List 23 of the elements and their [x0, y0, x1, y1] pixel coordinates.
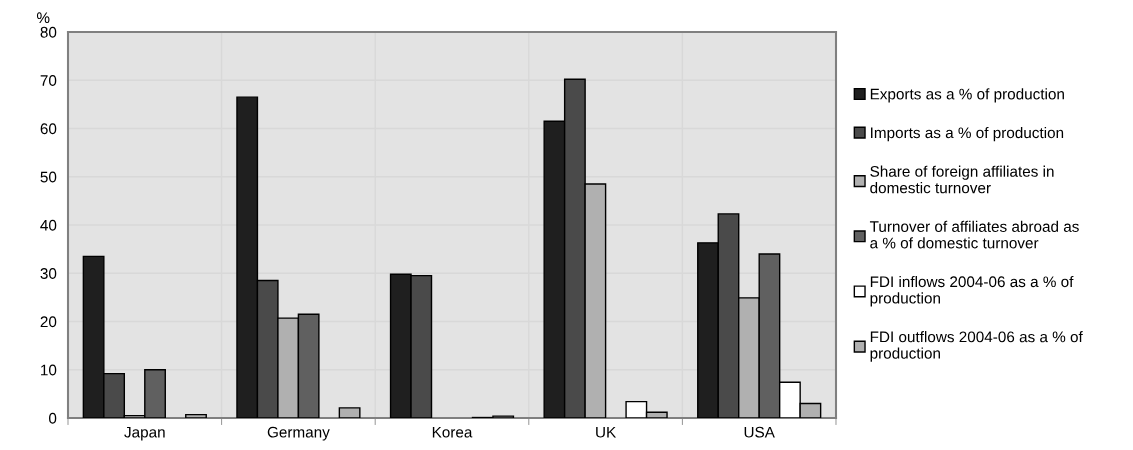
y-tick-label: 10	[41, 364, 57, 376]
x-tick-label: USA	[744, 426, 775, 438]
legend-label: Imports as a % of production	[871, 126, 1064, 142]
x-tick-label: UK	[596, 426, 617, 438]
y-tick-label: 80	[40, 26, 57, 38]
y-tick-label: 30	[40, 268, 57, 279]
x-tick-label: Germany	[267, 426, 330, 441]
legend-label: Share of foreign affiliates in domestic turnover	[870, 165, 1054, 194]
y-tick-label: 20	[40, 316, 57, 328]
y-axis-title: %	[36, 12, 50, 24]
bar	[185, 413, 207, 418]
y-tick-label: 60	[40, 123, 57, 135]
y-tick-label: 40	[40, 219, 57, 231]
legend-label: Exports as a % of production	[870, 88, 1064, 103]
y-tick-label: 50	[40, 171, 57, 183]
x-tick-label: Japan	[124, 426, 165, 441]
bar	[338, 407, 361, 418]
y-tick-label: 0	[48, 412, 57, 424]
legend-label: FDI outflows 2004-06 as a % of production	[870, 331, 1083, 362]
x-tick-label: Korea	[432, 426, 473, 438]
y-tick-label: 70	[40, 75, 57, 86]
legend-label: FDI inflows 2004-06 as a % of production	[870, 275, 1074, 307]
legend-label: Turnover of affiliates abroad as a % of domestic turnover	[869, 220, 1079, 249]
